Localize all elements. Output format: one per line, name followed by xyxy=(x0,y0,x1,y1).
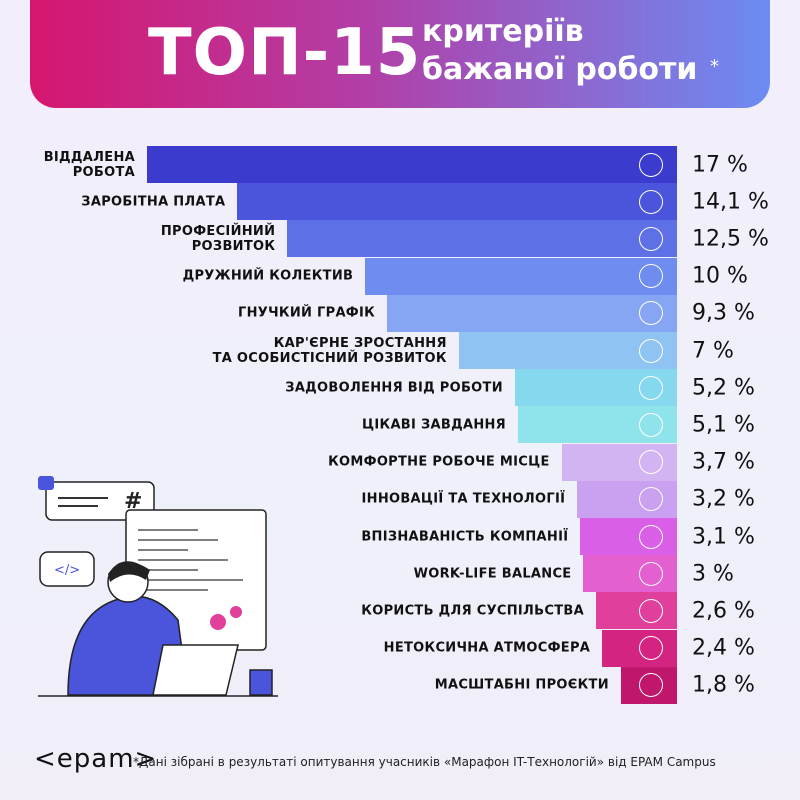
bar-icon xyxy=(639,636,663,661)
value-label: 2,6 % xyxy=(692,598,755,624)
category-label: КАР'ЄРНЕ ЗРОСТАННЯ ТА ОСОБИСТІСНИЙ РОЗВИ… xyxy=(212,335,447,366)
bar-icon xyxy=(639,561,663,586)
category-label: ЦІКАВІ ЗАВДАННЯ xyxy=(362,417,506,433)
value-label: 7 % xyxy=(692,338,734,363)
value-label: 3,7 % xyxy=(692,449,755,475)
bar-icon xyxy=(639,301,663,326)
bar xyxy=(365,257,677,295)
title-mark: * xyxy=(710,56,719,77)
subtitle: критеріїв xyxy=(422,14,584,49)
illustration: # </> xyxy=(38,476,278,697)
footnote: *Дані зібрані в результаті опитування уч… xyxy=(133,755,716,769)
category-label: МАСШТАБНІ ПРОЄКТИ xyxy=(434,677,609,693)
value-label: 2,4 % xyxy=(692,635,755,661)
category-label: НЕТОКСИЧНА АТМОСФЕРА xyxy=(383,640,591,656)
category-label: ГНУЧКИЙ ГРАФІК xyxy=(238,305,376,321)
value-label: 3,2 % xyxy=(692,486,755,512)
category-label: ІННОВАЦІЇ ТА ТЕХНОЛОГІЇ xyxy=(361,491,566,507)
category-label: ДРУЖНИЙ КОЛЕКТИВ xyxy=(182,268,354,284)
category-label: КОРИСТЬ ДЛЯ СУСПІЛЬСТВА xyxy=(361,603,584,619)
bar-icon xyxy=(639,412,663,437)
value-label: 3,1 % xyxy=(692,524,755,549)
category-label: ВПІЗНАВАНІСТЬ КОМПАНІЇ xyxy=(361,529,569,544)
value-label: 9,3 % xyxy=(692,300,755,326)
svg-text:</>: </> xyxy=(54,563,80,578)
bar xyxy=(595,592,677,630)
bar-icon xyxy=(639,487,663,512)
bar-icon xyxy=(639,375,663,400)
title: ТОП-15 xyxy=(148,16,422,90)
value-label: 12,5 % xyxy=(692,226,769,252)
value-label: 1,8 % xyxy=(692,672,755,698)
value-label: 14,1 % xyxy=(692,189,769,215)
bar-icon xyxy=(639,598,663,623)
category-label: WORK-LIFE BALANCE xyxy=(413,566,572,582)
category-label: КОМФОРТНЕ РОБОЧЕ МІСЦЕ xyxy=(328,454,550,470)
value-label: 5,2 % xyxy=(692,375,755,401)
category-label: ЗАДОВОЛЕННЯ ВІД РОБОТИ xyxy=(285,380,503,396)
value-label: 5,1 % xyxy=(692,412,755,438)
bar xyxy=(147,146,677,183)
bar-icon xyxy=(639,673,663,698)
bar-icon xyxy=(639,189,663,214)
bar-icon xyxy=(639,152,663,177)
value-label: 3 % xyxy=(692,561,734,587)
header-banner: ТОП-15 критеріїв бажаної роботи * xyxy=(30,0,770,108)
bar xyxy=(237,183,677,221)
bar xyxy=(387,294,677,332)
svg-text:#: # xyxy=(124,489,142,514)
logo: <epam> xyxy=(34,744,158,774)
bar xyxy=(287,220,677,258)
category-label: ЗАРОБІТНА ПЛАТА xyxy=(81,194,226,210)
bar-icon xyxy=(639,524,663,549)
subtitle: бажаної роботи xyxy=(422,52,698,87)
bar-icon xyxy=(639,338,663,363)
bar-icon xyxy=(639,450,663,475)
category-label: ВІДДАЛЕНА РОБОТА xyxy=(43,149,135,180)
category-label: ПРОФЕСІЙНИЙ РОЗВИТОК xyxy=(160,223,276,254)
value-label: 17 % xyxy=(692,152,748,177)
value-label: 10 % xyxy=(692,263,748,289)
bar-icon xyxy=(639,226,663,251)
bar-icon xyxy=(639,264,663,289)
